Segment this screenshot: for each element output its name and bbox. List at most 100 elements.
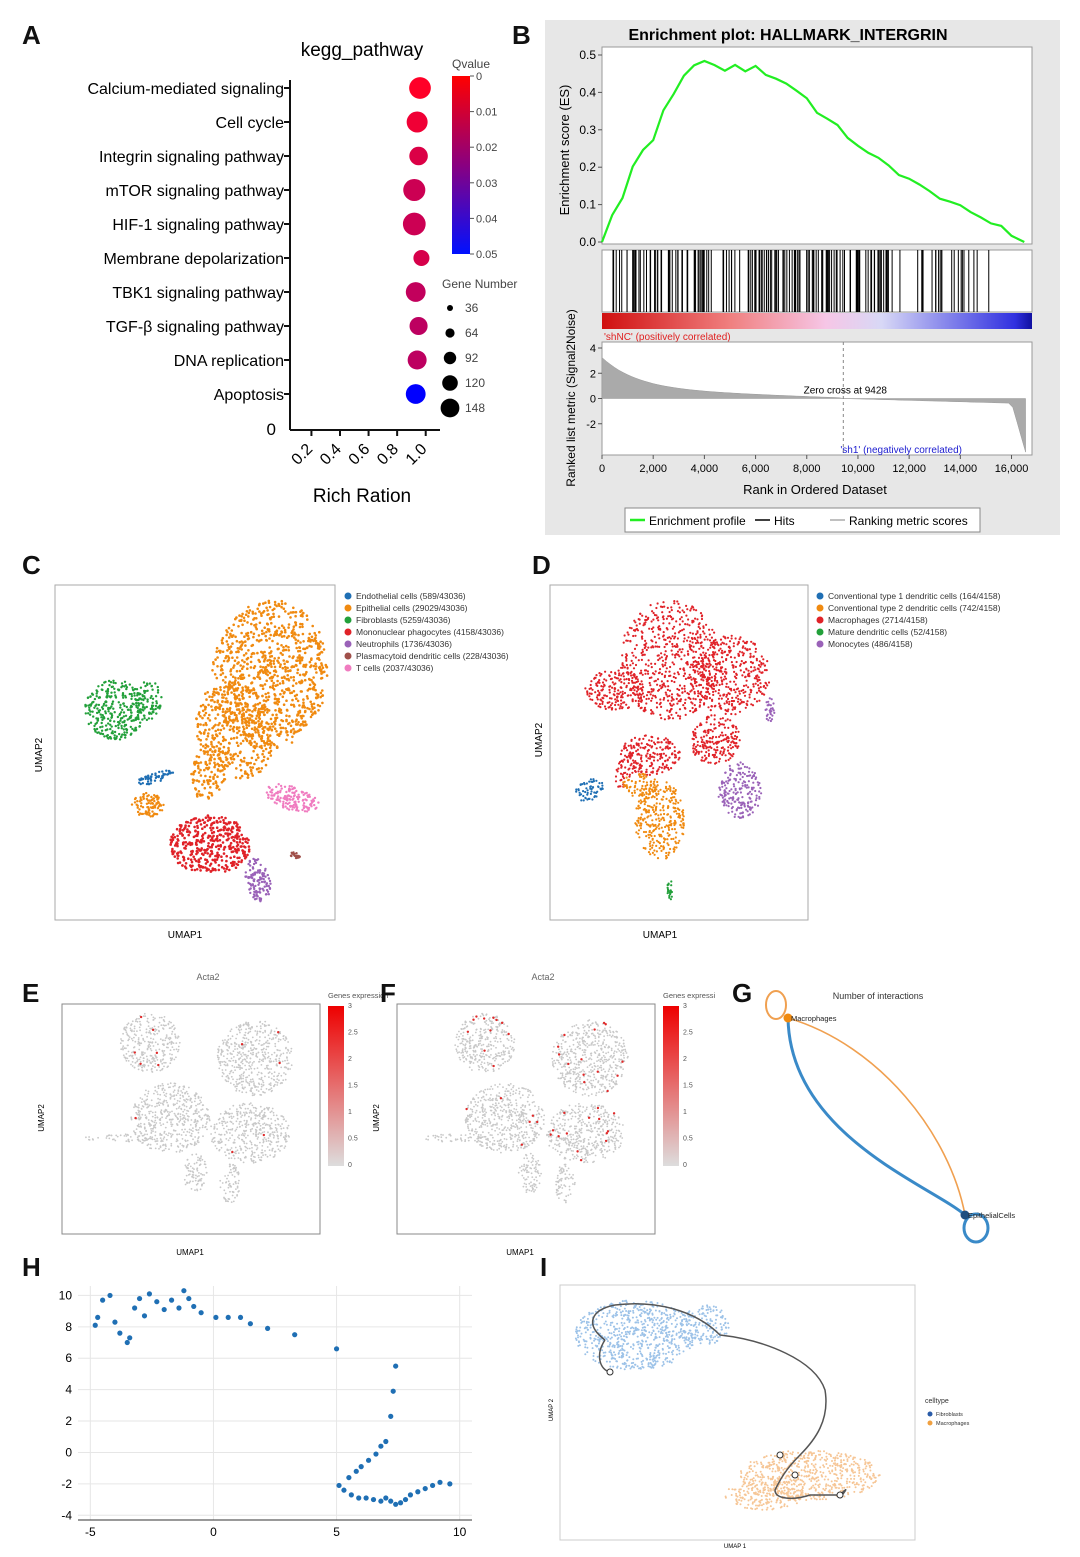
cell-point [151, 688, 154, 691]
cell-point [622, 777, 626, 780]
cell-point [678, 606, 681, 609]
cell-point [284, 668, 287, 671]
cell-point [590, 680, 593, 683]
cell-point [197, 848, 201, 851]
cell-point [715, 663, 718, 666]
cell-point [728, 692, 731, 695]
cell-point [321, 642, 325, 645]
cell-point [232, 736, 236, 740]
cell-point [696, 618, 699, 621]
qvalue-tick-label: 0.04 [476, 213, 497, 225]
cell-point [291, 684, 295, 688]
cell-point [262, 872, 265, 875]
cell-point [674, 656, 677, 659]
cell-point [98, 696, 102, 699]
cell-point [719, 638, 723, 641]
cell-point [307, 677, 311, 681]
cell-point [695, 633, 698, 636]
cell-point [681, 609, 684, 612]
cell-point [645, 792, 648, 795]
gene-number-key-label: 92 [465, 351, 479, 365]
cell-point [668, 710, 671, 714]
cell-point [645, 759, 648, 762]
cell-point [693, 690, 696, 694]
cell-point [728, 700, 731, 703]
cell-point [613, 687, 616, 690]
cell-point [729, 719, 732, 722]
cell-point [118, 732, 121, 736]
cell-point [287, 669, 290, 673]
cell-point [754, 650, 757, 653]
cell-point [96, 707, 99, 710]
cell-point [106, 736, 109, 739]
cell-point [116, 688, 120, 691]
cell-point [262, 731, 265, 735]
cell-point [261, 887, 264, 890]
cell-point [194, 841, 198, 844]
cell-point [719, 752, 722, 755]
cell-point [244, 840, 247, 843]
cell-point [616, 696, 619, 699]
cell-point [641, 635, 644, 638]
cell-point [250, 756, 254, 760]
cell-point [653, 849, 656, 852]
cell-point [606, 701, 609, 704]
cell-point [658, 827, 661, 830]
cell-point [216, 769, 220, 772]
cell-point [221, 707, 225, 711]
cell-point [247, 691, 251, 694]
x-tick-label: 0.4 [317, 441, 345, 469]
cell-point [648, 773, 651, 776]
cell-point [706, 676, 709, 679]
cell-point [582, 790, 585, 793]
cell-point [149, 707, 152, 711]
cell-point [123, 731, 126, 734]
cell-point [228, 847, 231, 850]
cell-point [618, 707, 621, 710]
cell-point [113, 711, 116, 714]
cell-point [682, 826, 685, 829]
cell-point [635, 624, 638, 627]
cell-point [302, 804, 305, 807]
cell-point [213, 773, 217, 776]
cell-point [628, 773, 631, 776]
cell-point [280, 635, 284, 638]
cell-point [692, 677, 695, 680]
cell-point [128, 683, 131, 686]
cell-point [586, 789, 589, 792]
cell-point [731, 731, 734, 734]
cell-point [273, 657, 276, 660]
cell-point [665, 764, 668, 767]
cell-point [266, 873, 269, 877]
cell-point [643, 797, 646, 800]
cell-point [699, 745, 702, 748]
cell-point [643, 817, 646, 820]
cell-point [656, 645, 659, 648]
cell-point [285, 714, 288, 717]
cell-point [160, 696, 163, 699]
cell-point [141, 718, 144, 721]
cell-point [727, 686, 730, 689]
cell-point [291, 735, 294, 739]
cell-point [276, 797, 279, 800]
cell-point [219, 688, 222, 692]
cell-point [717, 644, 720, 647]
cell-point [302, 802, 306, 805]
cell-point [588, 780, 591, 783]
cell-point [209, 869, 213, 873]
zero-cross-label: Zero cross at 9428 [804, 386, 888, 397]
cell-point [721, 746, 724, 749]
cell-point [624, 656, 627, 659]
cell-point [284, 602, 287, 605]
cell-point [680, 658, 683, 661]
cell-point [286, 733, 289, 737]
cell-point [664, 825, 667, 829]
cell-point [125, 687, 128, 691]
cell-point [664, 638, 667, 641]
cell-point [291, 791, 294, 794]
cell-point [713, 631, 716, 634]
cell-point [710, 636, 713, 639]
cell-point [241, 720, 244, 723]
cell-point [705, 697, 708, 700]
cell-point [241, 673, 245, 677]
